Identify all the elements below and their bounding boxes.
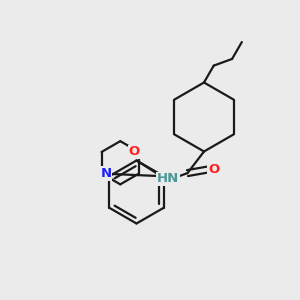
Text: O: O bbox=[208, 163, 219, 176]
Text: O: O bbox=[129, 146, 140, 158]
Text: N: N bbox=[100, 167, 112, 180]
Text: HN: HN bbox=[157, 172, 179, 185]
